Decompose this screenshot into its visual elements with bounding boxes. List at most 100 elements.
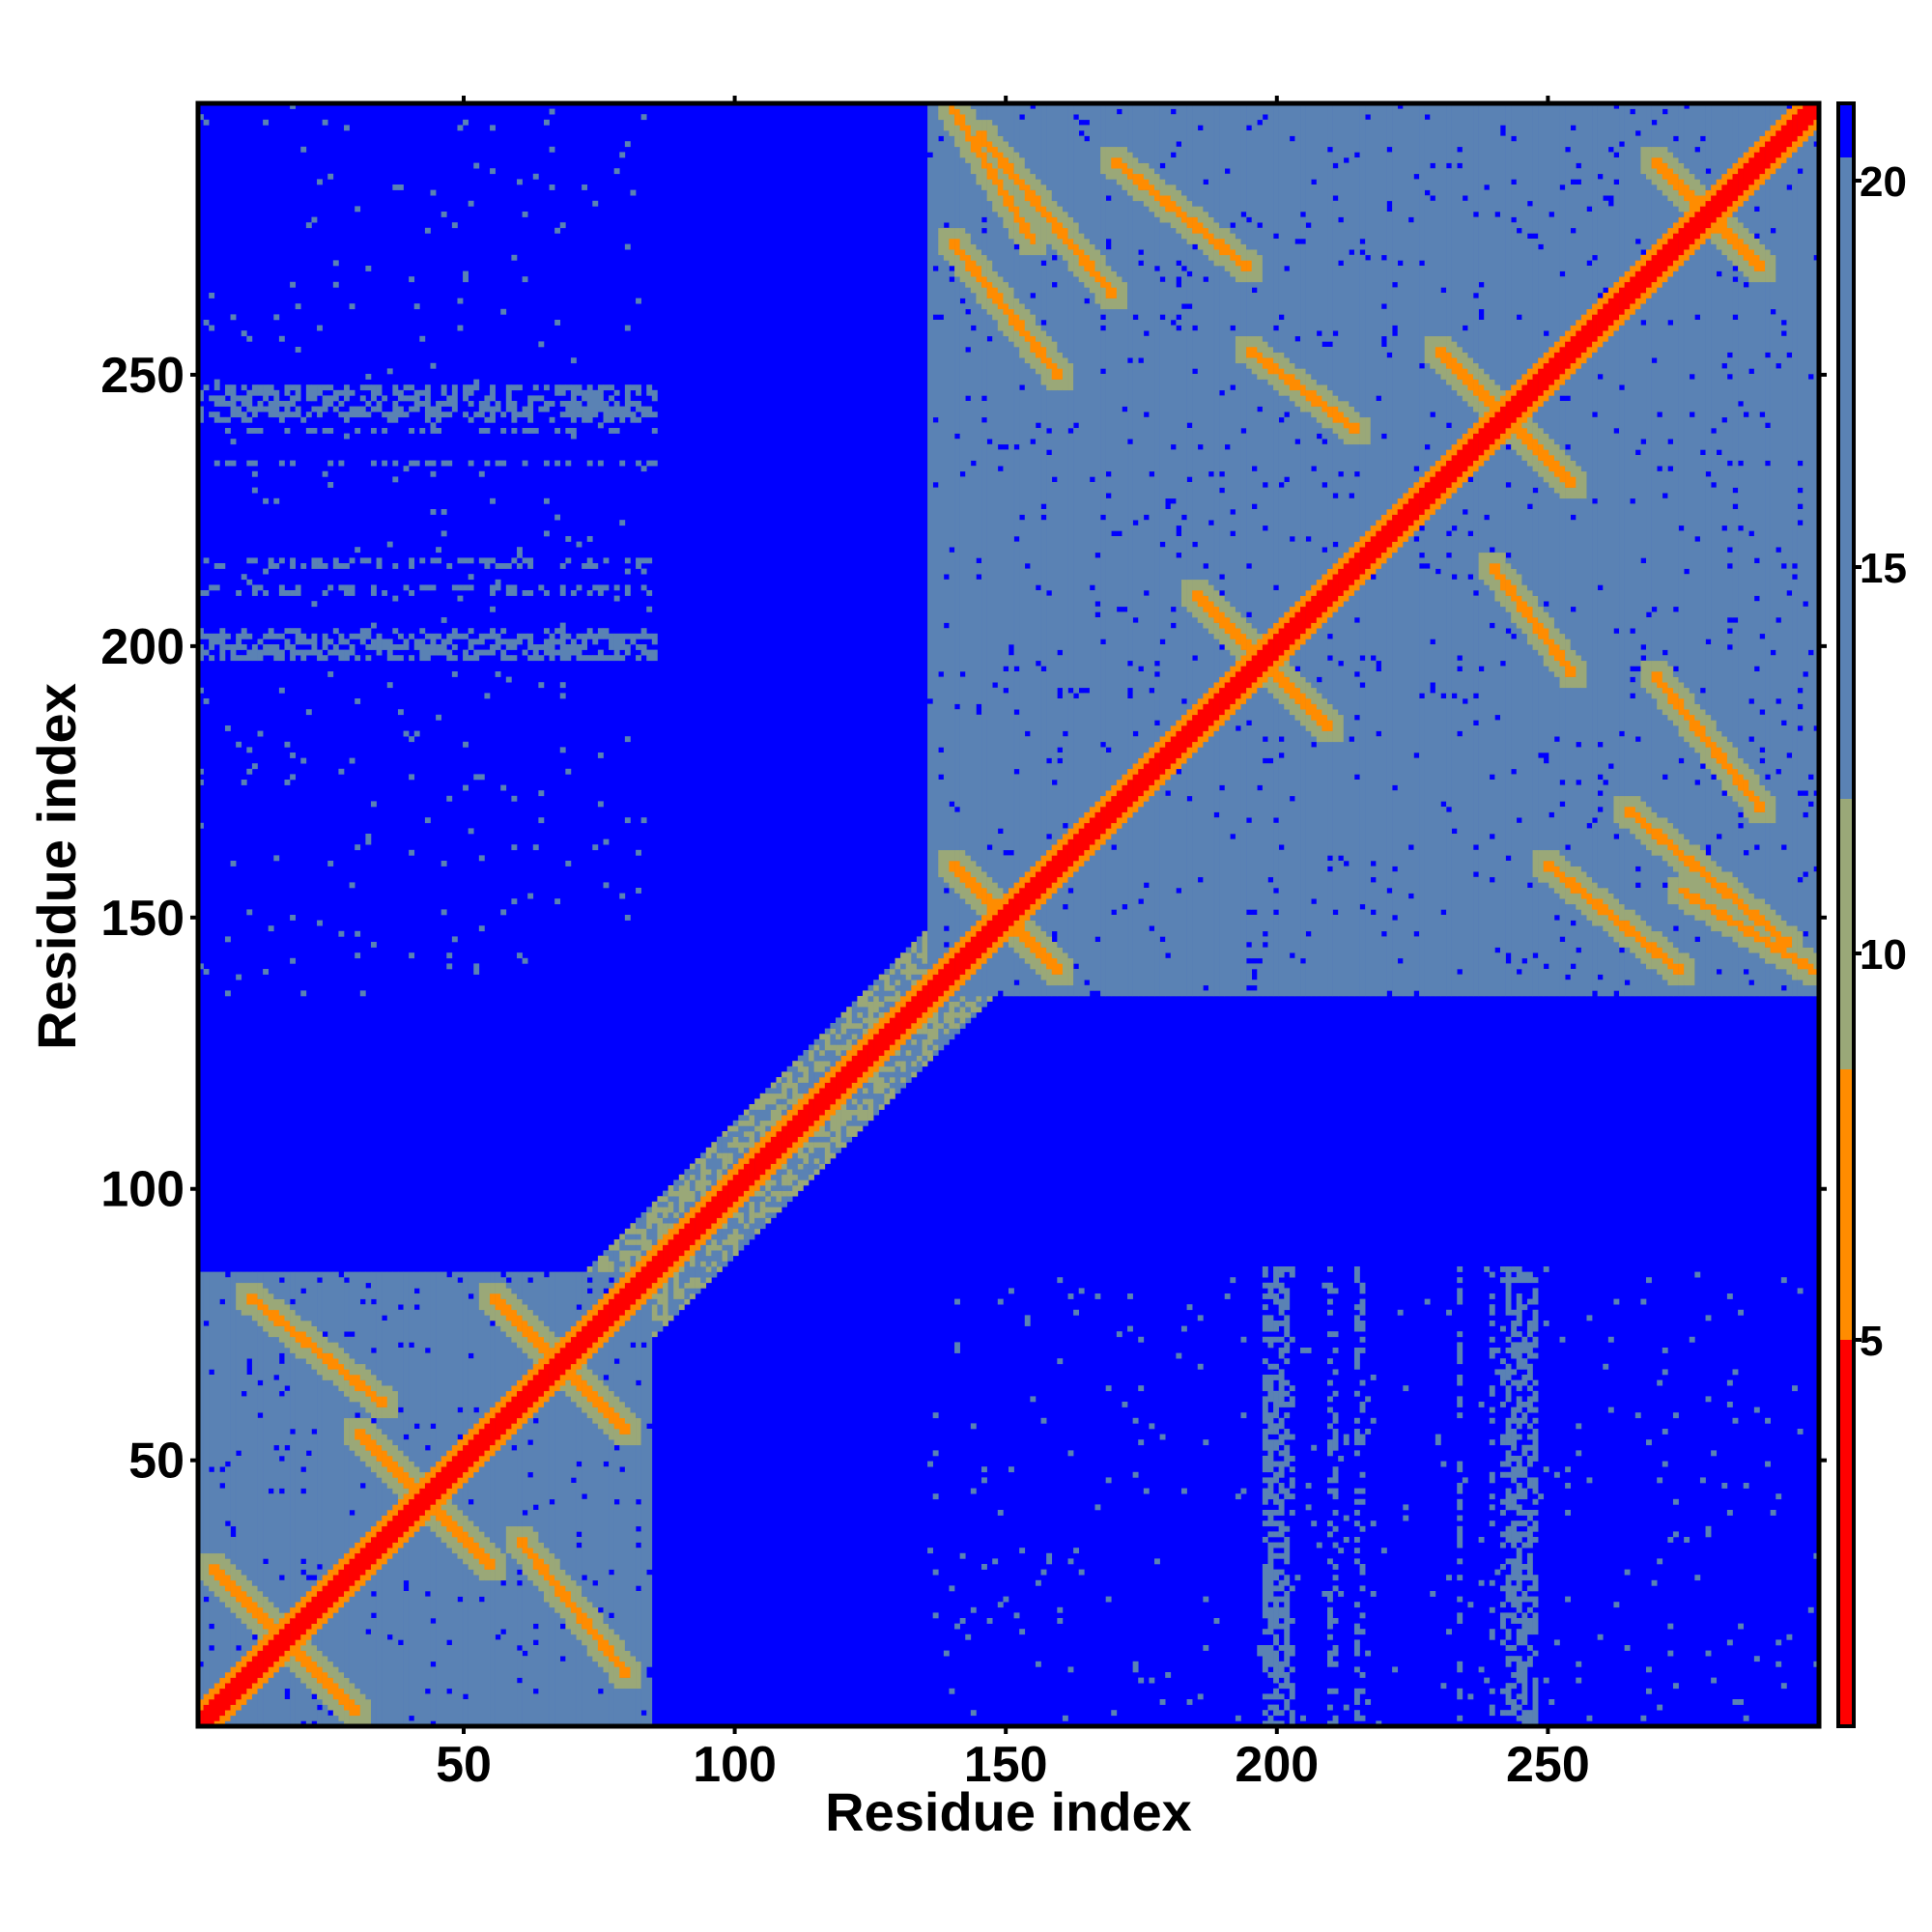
heatmap-cell: [1494, 552, 1501, 564]
heatmap-cell: [278, 1629, 285, 1657]
heatmap-cell: [1009, 146, 1014, 163]
heatmap-cell: [511, 1293, 518, 1311]
heatmap-cell: [1100, 374, 1106, 515]
heatmap-cell: [986, 103, 993, 121]
heatmap-cell: [382, 1271, 388, 1316]
heatmap-cell: [1138, 189, 1145, 202]
heatmap-cell: [397, 1645, 404, 1727]
heatmap-cell: [759, 1201, 766, 1218]
heatmap-cell: [851, 1055, 858, 1083]
heatmap-cell: [1192, 753, 1199, 997]
heatmap-cell: [263, 1271, 270, 1289]
heatmap-cell: [565, 633, 572, 639]
heatmap-cell: [236, 1650, 242, 1662]
heatmap-cell: [397, 389, 404, 402]
heatmap-cell: [911, 974, 918, 980]
heatmap-cell: [716, 1179, 723, 1191]
heatmap-cell: [397, 1466, 404, 1484]
heatmap-cell: [836, 1044, 841, 1056]
heatmap-cell: [1262, 687, 1268, 737]
heatmap-cell: [1353, 541, 1360, 554]
heatmap-cell: [463, 1531, 469, 1548]
heatmap-cell: [392, 1552, 399, 1727]
heatmap-cell: [1624, 795, 1631, 808]
heatmap-cell: [1353, 412, 1360, 423]
heatmap-cell: [586, 1385, 593, 1403]
heatmap-cell: [278, 1282, 285, 1299]
heatmap-cell: [219, 1552, 226, 1570]
heatmap-cell: [468, 584, 474, 591]
heatmap-cell: [705, 1271, 712, 1278]
heatmap-cell: [1100, 807, 1106, 835]
heatmap-cell: [1100, 747, 1106, 797]
heatmap-cell: [992, 168, 999, 185]
heatmap-cell: [263, 1288, 270, 1305]
heatmap-cell: [1613, 838, 1620, 899]
heatmap-cell: [867, 1082, 874, 1099]
heatmap-cell: [1489, 838, 1495, 878]
heatmap-cell: [1424, 449, 1431, 472]
heatmap-cell: [295, 628, 301, 645]
heatmap-cell: [538, 1369, 545, 1397]
heatmap-cell: [290, 1309, 296, 1326]
heatmap-cell: [1505, 1629, 1512, 1640]
heatmap-cell: [419, 1525, 426, 1727]
heatmap-cell: [976, 157, 982, 185]
heatmap-cell: [284, 780, 291, 785]
heatmap-cell: [538, 341, 545, 348]
heatmap-cell: [203, 384, 210, 391]
heatmap-cell: [1543, 466, 1549, 483]
heatmap-cell: [500, 460, 507, 467]
heatmap-cell: [749, 1201, 755, 1224]
heatmap-cell: [1532, 455, 1539, 472]
heatmap-cell: [884, 990, 891, 997]
heatmap-cell: [1624, 920, 1631, 937]
heatmap-cell: [397, 185, 404, 190]
heatmap-cell: [792, 1115, 799, 1143]
heatmap-cell: [1111, 287, 1118, 298]
heatmap-cell: [830, 1077, 837, 1105]
heatmap-cell: [1246, 357, 1252, 369]
heatmap-cell: [559, 1336, 566, 1349]
heatmap-cell: [786, 1071, 793, 1089]
heatmap-cell: [495, 460, 501, 467]
heatmap-cell: [1473, 849, 1479, 872]
heatmap-cell: [549, 185, 555, 190]
heatmap-cell: [1111, 308, 1118, 531]
heatmap-cell: [586, 1321, 593, 1349]
heatmap-cell: [651, 1293, 658, 1299]
heatmap-cell: [1538, 368, 1545, 396]
heatmap-cell: [1338, 595, 1345, 608]
heatmap-cell: [1180, 725, 1187, 753]
heatmap-cell: [1613, 898, 1620, 916]
heatmap-cell: [344, 1552, 350, 1565]
heatmap-cell: [1062, 736, 1068, 824]
heatmap-cell: [927, 157, 933, 699]
heatmap-cell: [1440, 103, 1447, 288]
heatmap-cell: [1489, 1406, 1495, 1413]
heatmap-cell: [1489, 628, 1495, 775]
heatmap-cell: [970, 276, 977, 294]
heatmap-cell: [1040, 509, 1047, 515]
heatmap-cell: [765, 1142, 772, 1170]
heatmap-cell: [1634, 915, 1641, 932]
heatmap-cell: [1057, 254, 1064, 353]
heatmap-cell: [970, 1001, 977, 1013]
heatmap-cell: [1154, 216, 1160, 267]
heatmap-cell: [1149, 693, 1155, 748]
heatmap-cell: [1532, 1520, 1539, 1532]
heatmap-cell: [1630, 114, 1636, 267]
heatmap-cell: [1176, 103, 1182, 142]
heatmap-cell: [862, 1023, 868, 1029]
heatmap-cell: [1089, 844, 1095, 856]
heatmap-cell: [1478, 1537, 1485, 1543]
heatmap-cell: [1089, 482, 1095, 585]
heatmap-cell: [1624, 270, 1631, 283]
heatmap-cell: [1478, 416, 1485, 429]
heatmap-cell: [1246, 568, 1252, 612]
heatmap-cell: [1262, 644, 1268, 672]
heatmap-cell: [1526, 1606, 1533, 1613]
heatmap-cell: [440, 1493, 447, 1505]
heatmap-cell: [219, 563, 226, 569]
heatmap-cell: [759, 1109, 766, 1122]
